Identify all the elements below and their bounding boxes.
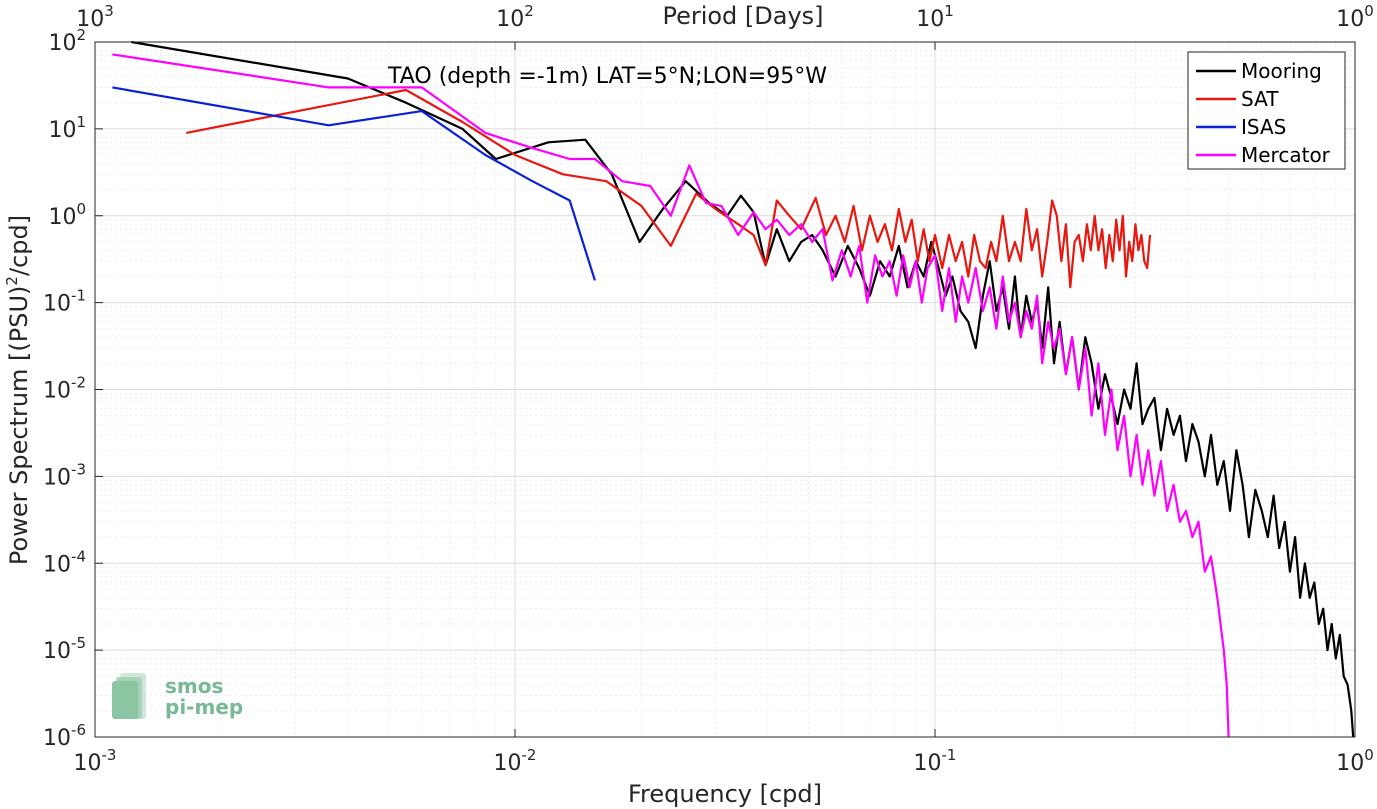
series-sat-line <box>186 88 1152 289</box>
top-x-axis-label: Period [Days] <box>662 2 823 30</box>
logo: smos pi-mep <box>112 673 243 719</box>
legend: Mooring SAT ISAS Mercator <box>1187 51 1346 170</box>
y-tick-label: 102 <box>48 26 86 56</box>
x-tick-label: 10-3 <box>74 746 117 776</box>
legend-label-mercator: Mercator <box>1241 143 1331 167</box>
top-tick-label: 103 <box>76 2 114 32</box>
y-tick-label: 10-2 <box>43 374 86 404</box>
x-tick-label: 10-2 <box>494 746 537 776</box>
top-tick-label: 102 <box>496 2 534 32</box>
x-axis-label: Frequency [cpd] <box>628 780 822 808</box>
y-tick-label: 100 <box>48 200 86 230</box>
y-tick-label: 10-4 <box>43 547 86 577</box>
y-tick-label: 10-3 <box>43 460 86 490</box>
top-tick-label: 100 <box>1336 2 1374 32</box>
y-tick-label: 10-1 <box>43 287 86 317</box>
y-axis-label-main: Power Spectrum [(PSU) <box>5 286 33 565</box>
x-tick-label: 100 <box>1336 746 1374 776</box>
logo-mark-icon <box>112 673 146 719</box>
series-layer <box>112 40 1355 738</box>
y-tick-label: 101 <box>48 113 86 143</box>
logo-line1: smos <box>165 674 223 698</box>
logo-line2: pi-mep <box>165 695 243 719</box>
series-isas-line <box>112 86 596 281</box>
y-axis-label-tail: /cpd] <box>5 215 33 276</box>
y-axis-label-sup: 2 <box>3 276 21 286</box>
legend-label-mooring: Mooring <box>1241 59 1322 83</box>
x-tick-label: 10-1 <box>914 746 957 776</box>
series-mercator-line <box>112 53 1230 738</box>
y-axis-label: Power Spectrum [(PSU)2/cpd] <box>3 215 33 565</box>
y-tick-label: 10-5 <box>43 634 86 664</box>
chart-title: TAO (depth =-1m) LAT=5°N;LON=95°W <box>387 64 827 89</box>
y-tick-label: 10-6 <box>43 721 86 751</box>
top-tick-label: 101 <box>916 2 954 32</box>
legend-label-sat: SAT <box>1241 87 1279 111</box>
legend-label-isas: ISAS <box>1241 115 1286 139</box>
